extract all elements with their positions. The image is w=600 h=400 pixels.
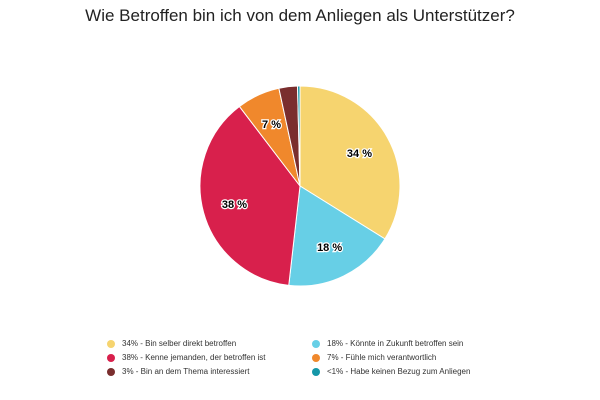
slice-data-label: 38 % — [222, 199, 247, 211]
legend-label: <1% - Habe keinen Bezug zum Anliegen — [327, 367, 471, 376]
legend-label: 38% - Kenne jemanden, der betroffen ist — [122, 353, 266, 362]
legend-swatch — [107, 367, 115, 376]
legend-item[interactable]: 3% - Bin an dem Thema interessiert — [107, 366, 312, 377]
legend-swatch — [312, 353, 320, 362]
pie-slice[interactable] — [199, 105, 301, 286]
legend-item[interactable]: 18% - Könnte in Zukunft betroffen sein — [312, 338, 512, 349]
legend-swatch — [107, 353, 115, 362]
legend-item[interactable]: <1% - Habe keinen Bezug zum Anliegen — [312, 366, 512, 377]
legend-swatch — [312, 339, 320, 348]
legend-label: 18% - Könnte in Zukunft betroffen sein — [327, 339, 464, 348]
pie-slice[interactable] — [296, 85, 301, 187]
legend-label: 3% - Bin an dem Thema interessiert — [122, 367, 250, 376]
slice-data-label: 34 % — [347, 148, 372, 160]
slice-data-label: 7 % — [262, 119, 281, 131]
legend-label: 7% - Fühle mich verantwortlich — [327, 353, 437, 362]
legend-item[interactable]: 34% - Bin selber direkt betroffen — [107, 338, 312, 349]
pie-slice[interactable] — [299, 85, 401, 240]
legend: 34% - Bin selber direkt betroffen 18% - … — [107, 338, 527, 377]
pie-slice[interactable] — [288, 185, 386, 287]
legend-swatch — [107, 339, 115, 348]
legend-item[interactable]: 7% - Fühle mich verantwortlich — [312, 352, 512, 363]
legend-label: 34% - Bin selber direkt betroffen — [122, 339, 237, 348]
legend-item[interactable]: 38% - Kenne jemanden, der betroffen ist — [107, 352, 312, 363]
legend-swatch — [312, 367, 320, 376]
chart-title: Wie Betroffen bin ich von dem Anliegen a… — [85, 6, 515, 25]
slice-data-label: 18 % — [317, 242, 342, 254]
pie-chart: 34 % 18 % 38 % 7 % — [199, 85, 401, 287]
